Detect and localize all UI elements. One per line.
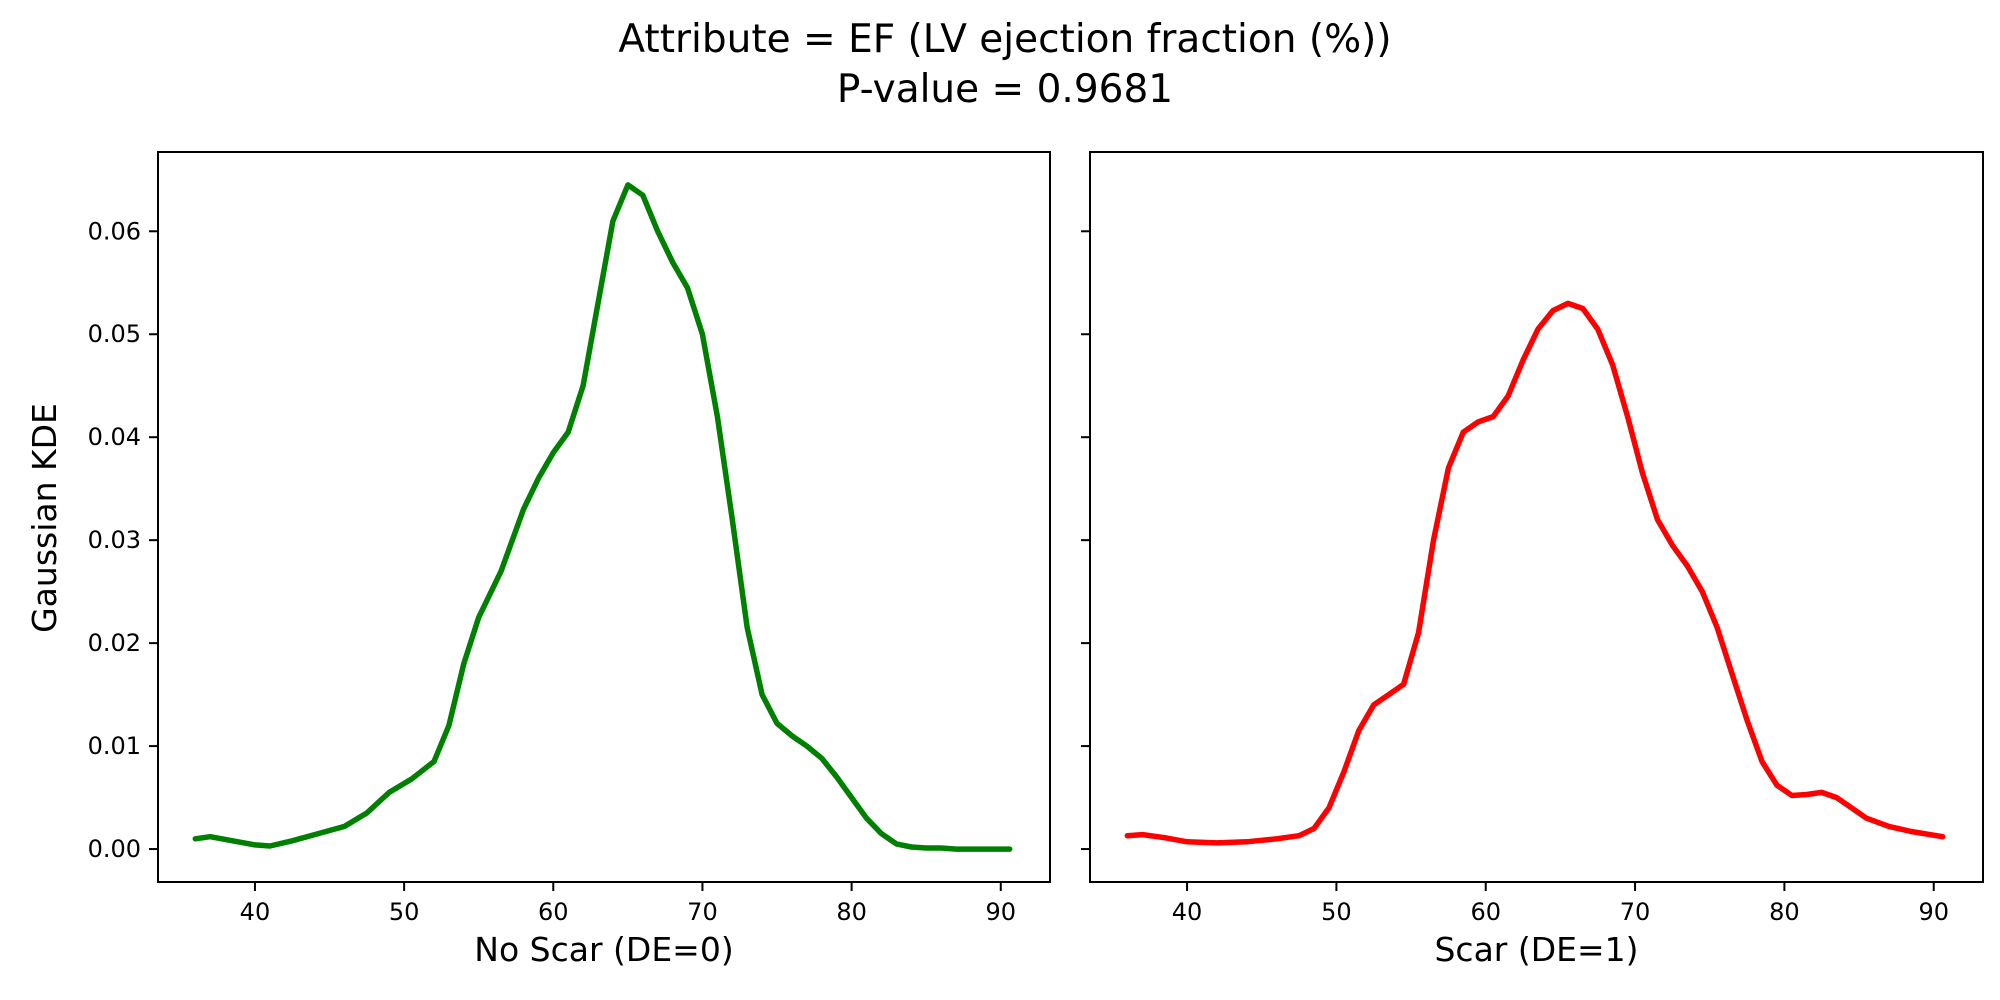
- x-tick-label: 80: [1769, 898, 1800, 926]
- axes-frame: [1089, 151, 1984, 883]
- x-tick-label: 50: [389, 898, 420, 926]
- figure-title: Attribute = EF (LV ejection fraction (%)…: [618, 17, 1391, 62]
- panel-scar: 40 50 60 70 80 90 Scar (DE=1): [1081, 151, 1984, 969]
- x-axis-label: No Scar (DE=0): [474, 930, 733, 969]
- y-tick-label: 0.01: [88, 732, 141, 760]
- x-tick-label: 90: [986, 898, 1017, 926]
- kde-curve: [1124, 300, 1946, 846]
- y-tick-label: 0.03: [88, 526, 141, 554]
- y-tick-label: 0.04: [88, 423, 141, 451]
- x-tick-label: 80: [836, 898, 867, 926]
- y-tick-label: 0.05: [88, 320, 141, 348]
- x-tick-label: 70: [687, 898, 718, 926]
- y-tick-label: 0.02: [88, 629, 141, 657]
- x-tick-label: 60: [538, 898, 569, 926]
- panel-no-scar: 40 50 60 70 80 90 0.00 0.01 0.02 0.03 0.04 0.05 0.06…: [88, 151, 1051, 969]
- kde-curve: [192, 182, 1013, 852]
- x-axis-label: Scar (DE=1): [1434, 930, 1638, 969]
- x-tick-label: 50: [1321, 898, 1352, 926]
- x-tick-label: 40: [1172, 898, 1203, 926]
- axes-frame: [157, 151, 1051, 883]
- x-tick-label: 70: [1620, 898, 1651, 926]
- x-tick-label: 40: [240, 898, 271, 926]
- y-axis-label: Gaussian KDE: [25, 403, 64, 633]
- y-tick-label: 0.00: [88, 835, 141, 863]
- x-tick-label: 60: [1470, 898, 1501, 926]
- figure-subtitle: P-value = 0.9681: [837, 67, 1173, 112]
- y-tick-label: 0.06: [88, 217, 141, 245]
- x-tick-label: 90: [1918, 898, 1949, 926]
